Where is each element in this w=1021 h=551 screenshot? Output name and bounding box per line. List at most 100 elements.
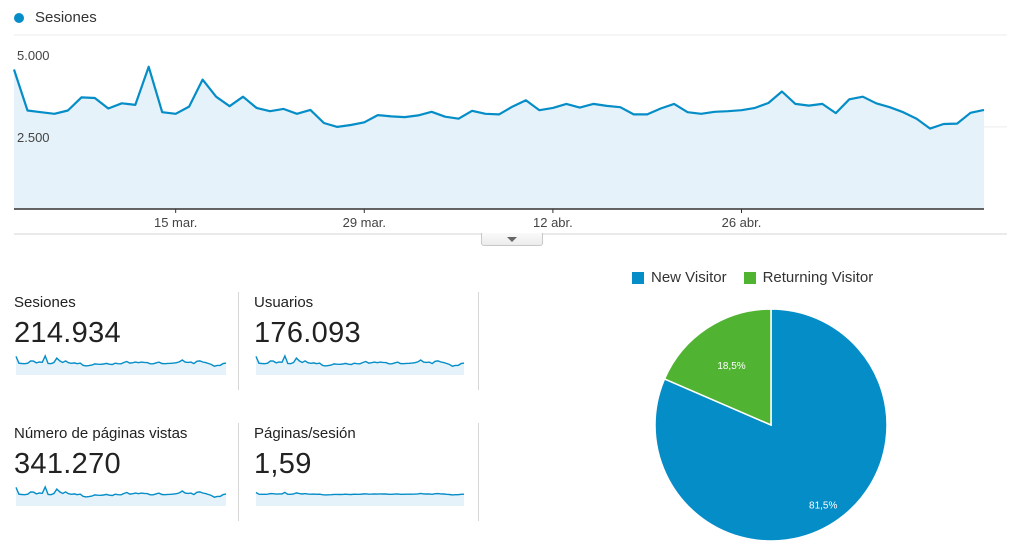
data-point[interactable]: [859, 93, 866, 100]
data-point[interactable]: [671, 100, 678, 107]
data-point[interactable]: [482, 110, 489, 117]
data-point[interactable]: [617, 104, 624, 111]
data-point[interactable]: [415, 112, 422, 119]
data-point[interactable]: [576, 104, 583, 111]
data-point[interactable]: [51, 110, 58, 117]
data-point[interactable]: [927, 125, 934, 132]
metric-pageviews[interactable]: Número de páginas vistas 341.270: [14, 425, 228, 506]
data-point[interactable]: [374, 112, 381, 119]
data-point[interactable]: [334, 123, 341, 130]
metric-sessions[interactable]: Sesiones 214.934: [14, 294, 228, 375]
data-point[interactable]: [711, 108, 718, 115]
data-point[interactable]: [266, 108, 273, 115]
data-point[interactable]: [213, 93, 220, 100]
data-point[interactable]: [226, 103, 233, 110]
metric-label: Usuarios: [254, 294, 314, 311]
data-point[interactable]: [11, 66, 18, 73]
data-point[interactable]: [388, 113, 395, 120]
data-point[interactable]: [563, 100, 570, 107]
data-point[interactable]: [401, 114, 408, 121]
sparkline-area: [256, 492, 464, 506]
data-point[interactable]: [549, 104, 556, 111]
divider: [478, 423, 479, 521]
data-point[interactable]: [967, 109, 974, 116]
x-tick-label: 29 mar.: [343, 215, 386, 230]
sessions-line-chart[interactable]: 5.000 2.500 15 mar. 29 mar. 12 abr. 26 abr.: [0, 0, 1021, 235]
data-point[interactable]: [886, 104, 893, 111]
data-point[interactable]: [765, 99, 772, 106]
data-point[interactable]: [469, 107, 476, 114]
data-point[interactable]: [873, 100, 880, 107]
data-point[interactable]: [522, 97, 529, 104]
visitor-pie-chart[interactable]: 81,5% 18,5%: [640, 298, 902, 548]
data-point[interactable]: [132, 101, 139, 108]
data-point[interactable]: [455, 115, 462, 122]
data-point[interactable]: [496, 111, 503, 118]
data-point[interactable]: [64, 107, 71, 114]
metric-value: 176.093: [254, 317, 361, 349]
x-tick-label: 26 abr.: [722, 215, 762, 230]
data-point[interactable]: [792, 100, 799, 107]
data-point[interactable]: [805, 102, 812, 109]
data-point[interactable]: [819, 100, 826, 107]
metric-users[interactable]: Usuarios 176.093: [254, 294, 466, 375]
swatch-icon: [632, 271, 644, 284]
data-point[interactable]: [293, 110, 300, 117]
data-point[interactable]: [118, 100, 125, 107]
data-point[interactable]: [940, 120, 947, 127]
y-tick-label: 5.000: [17, 48, 50, 63]
data-point[interactable]: [509, 103, 516, 110]
data-point[interactable]: [738, 107, 745, 114]
legend-label: New Visitor: [651, 269, 727, 286]
data-point[interactable]: [320, 119, 327, 126]
data-point[interactable]: [442, 113, 449, 120]
data-point[interactable]: [698, 110, 705, 117]
data-point[interactable]: [37, 109, 44, 116]
data-point[interactable]: [590, 100, 597, 107]
divider: [478, 292, 479, 390]
data-point[interactable]: [347, 121, 354, 128]
divider: [238, 292, 239, 390]
data-point[interactable]: [172, 110, 179, 117]
chart-legend[interactable]: Sesiones: [14, 9, 97, 26]
data-point[interactable]: [981, 106, 988, 113]
data-point[interactable]: [725, 108, 732, 115]
data-point[interactable]: [954, 120, 961, 127]
data-point[interactable]: [280, 105, 287, 112]
data-point[interactable]: [657, 105, 664, 112]
data-point[interactable]: [630, 111, 637, 118]
data-point[interactable]: [913, 115, 920, 122]
data-point[interactable]: [253, 104, 260, 111]
data-point[interactable]: [240, 93, 247, 100]
data-point[interactable]: [145, 63, 152, 70]
data-point[interactable]: [186, 103, 193, 110]
metric-pages-per-session[interactable]: Páginas/sesión 1,59: [254, 425, 466, 506]
data-point[interactable]: [603, 102, 610, 109]
data-point[interactable]: [24, 107, 31, 114]
data-point[interactable]: [751, 104, 758, 111]
data-point[interactable]: [78, 94, 85, 101]
legend-item-returning-visitor[interactable]: Returning Visitor: [743, 269, 873, 286]
legend-item-new-visitor[interactable]: New Visitor: [632, 269, 727, 286]
data-point[interactable]: [832, 110, 839, 117]
collapse-chart-button[interactable]: [481, 233, 543, 246]
slice-returning-visitor[interactable]: [663, 308, 772, 427]
data-point[interactable]: [307, 106, 314, 113]
data-point[interactable]: [361, 119, 368, 126]
data-point[interactable]: [428, 108, 435, 115]
data-point[interactable]: [846, 96, 853, 103]
data-point[interactable]: [778, 88, 785, 95]
data-point[interactable]: [159, 109, 166, 116]
data-point[interactable]: [199, 76, 206, 83]
x-tick-label: 12 abr.: [533, 215, 573, 230]
data-point[interactable]: [684, 109, 691, 116]
data-point[interactable]: [105, 105, 112, 112]
data-point[interactable]: [536, 107, 543, 114]
sparkline-area: [16, 355, 226, 375]
sparkline-line: [15, 485, 227, 498]
sparkline-line: [15, 354, 227, 367]
data-point[interactable]: [644, 111, 651, 118]
sparkline: [255, 491, 465, 506]
data-point[interactable]: [900, 109, 907, 116]
data-point[interactable]: [91, 95, 98, 102]
